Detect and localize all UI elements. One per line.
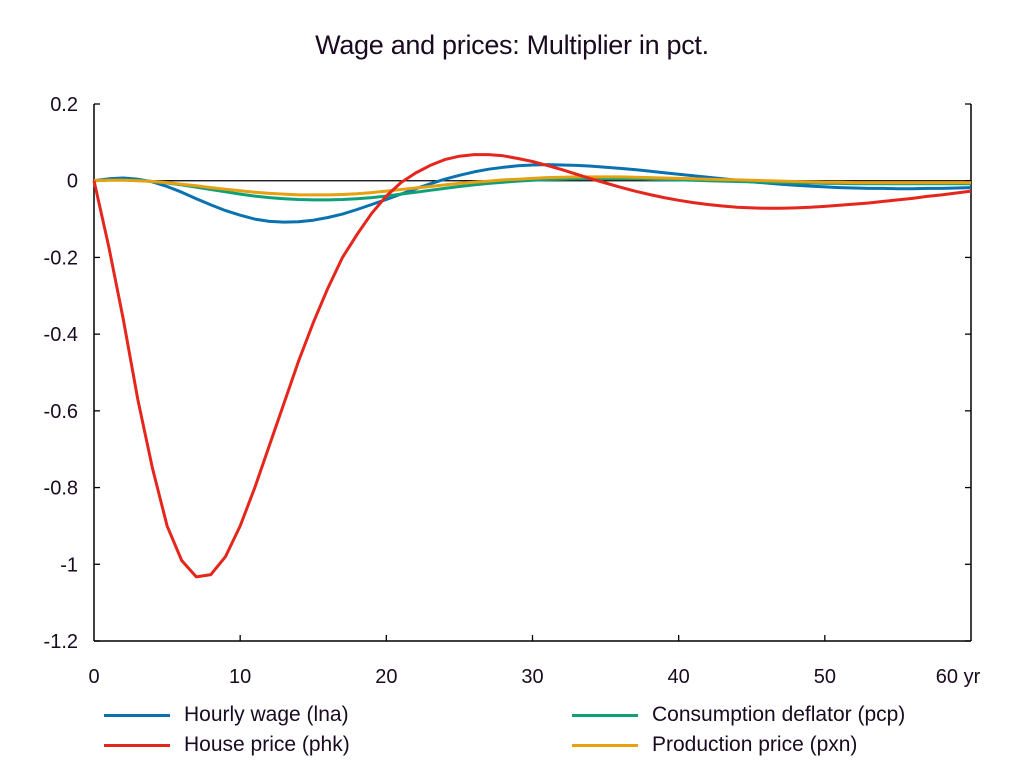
y-tick-label: -1	[60, 554, 78, 576]
legend-item-3: Production price (pxn)	[572, 733, 857, 757]
legend-label-1: House price (phk)	[184, 733, 350, 756]
series-line-0	[93, 163, 972, 224]
x-tick-label: 10	[229, 666, 251, 688]
y-tick-label: -0.4	[44, 324, 78, 346]
x-tick-label: 40	[668, 666, 690, 688]
x-tick-label: 50	[814, 666, 836, 688]
legend-swatch-1	[104, 743, 170, 747]
x-tick-label: 30	[521, 666, 543, 688]
x-tick-label: 0	[88, 666, 99, 688]
y-tick-label: 0	[67, 171, 78, 193]
x-tick-label: 20	[375, 666, 397, 688]
y-tick-label: 0.2	[50, 94, 78, 116]
legend-swatch-0	[104, 713, 170, 717]
y-tick-label: -1.2	[44, 631, 78, 653]
y-tick-label: -0.8	[44, 478, 78, 500]
series-lines	[92, 153, 972, 579]
legend-item-1: House price (phk)	[104, 733, 350, 757]
legend-item-2: Consumption deflator (pcp)	[572, 703, 905, 727]
legend-swatch-3	[572, 743, 638, 747]
legend-swatch-2	[572, 713, 638, 717]
legend-item-0: Hourly wage (lna)	[104, 703, 349, 727]
y-tick-label: -0.6	[44, 401, 78, 423]
tick-labels: 0.2 0 -0.2 -0.4 -0.6 -0.8 -1 -1.2 0 10 20 30 40 50 60 …	[44, 94, 981, 688]
chart-title: Wage and prices: Multiplier in pct.	[315, 30, 709, 60]
legend-label-2: Consumption deflator (pcp)	[652, 703, 906, 726]
legend-label-3: Production price (pxn)	[652, 733, 858, 756]
legend-label-0: Hourly wage (lna)	[184, 703, 349, 726]
series-line-3	[93, 175, 971, 197]
x-tick-label: 60 yr	[936, 666, 981, 688]
y-tick-label: -0.2	[44, 247, 78, 269]
series-line-1	[92, 153, 972, 579]
